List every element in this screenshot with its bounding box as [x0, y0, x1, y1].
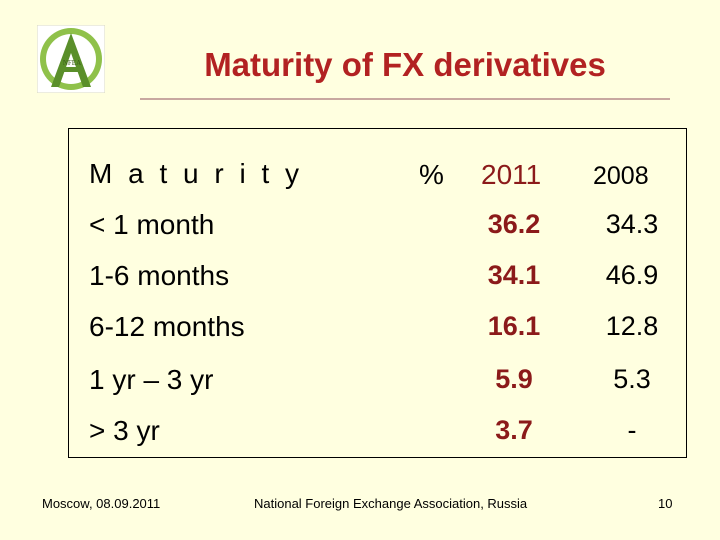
row-label: 1-6 months	[89, 260, 230, 291]
value-2008: 46.9	[605, 260, 659, 290]
page-number: 10	[658, 496, 673, 511]
header-2008: 2008	[593, 162, 649, 190]
row-label: > 3 yr	[89, 415, 160, 446]
logo-text: NFEA	[63, 59, 81, 67]
value-2011: 5.9	[495, 364, 533, 394]
nfea-logo: NFEA	[36, 24, 106, 94]
value-2008: -	[627, 415, 637, 445]
header-2011: 2011	[481, 159, 542, 190]
row-label: < 1 month	[89, 209, 215, 240]
value-2011: 34.1	[487, 260, 541, 290]
slide-title: Maturity of FX derivatives	[204, 46, 606, 83]
header-percent: %	[419, 159, 444, 190]
footer-date-location: Moscow, 08.09.2011	[42, 496, 161, 511]
title-divider	[140, 98, 670, 100]
header-maturity: M a t u r i t y	[89, 158, 304, 189]
footer-organization: National Foreign Exchange Association, R…	[254, 496, 528, 511]
value-2008: 12.8	[605, 311, 659, 341]
value-2008: 5.3	[613, 364, 651, 394]
value-2011: 3.7	[495, 415, 533, 445]
value-2011: 36.2	[487, 209, 541, 239]
maturity-table: M a t u r i t y % 2011 2008 < 1 month 36…	[68, 128, 687, 458]
value-2011: 16.1	[487, 311, 541, 341]
row-label: 1 yr – 3 yr	[89, 364, 214, 395]
row-label: 6-12 months	[89, 311, 245, 342]
value-2008: 34.3	[605, 209, 659, 239]
